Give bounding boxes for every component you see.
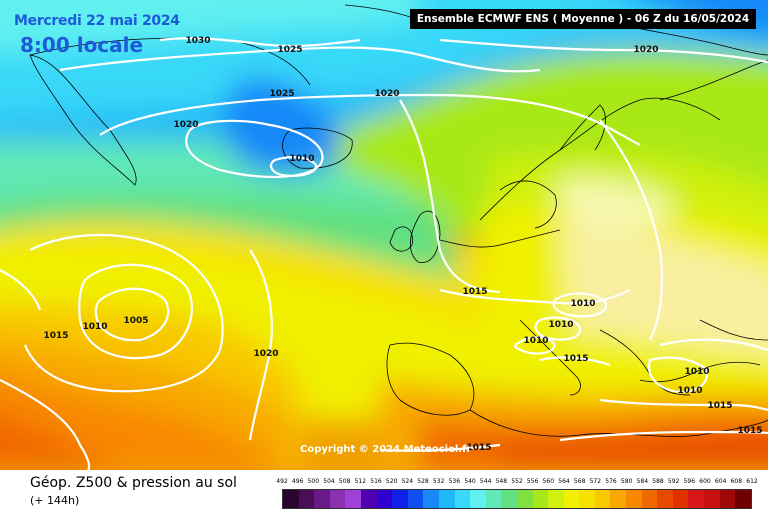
isobar-label: 1010	[570, 299, 596, 309]
scale-swatch	[501, 490, 517, 508]
isobars	[0, 37, 768, 470]
scale-swatch	[298, 490, 315, 508]
scale-swatch	[438, 490, 455, 508]
isobar-label: 1010	[289, 154, 315, 164]
isobar-label: 1010	[82, 322, 108, 332]
isobar-label: 1005	[123, 316, 149, 326]
scale-tick: 532	[432, 478, 445, 485]
scale-swatch	[594, 490, 611, 508]
isobar-label: 1020	[633, 45, 659, 55]
scale-swatches	[282, 489, 752, 509]
scale-swatch	[485, 490, 502, 508]
scale-tick: 604	[714, 478, 727, 485]
legend-subtitle: (+ 144h)	[30, 494, 80, 507]
isobar-label: 1020	[374, 89, 400, 99]
scale-tick: 580	[620, 478, 633, 485]
scale-swatch	[610, 490, 627, 508]
scale-tick: 584	[636, 478, 649, 485]
scale-swatch	[376, 490, 393, 508]
scale-tick: 612	[746, 478, 758, 485]
map-canvas	[0, 0, 768, 470]
scale-swatch	[735, 490, 751, 508]
isobar-label: 1010	[523, 336, 549, 346]
legend-title: Géop. Z500 & pression au sol	[30, 475, 237, 491]
scale-swatch	[407, 490, 424, 508]
scale-tick: 608	[730, 478, 743, 485]
scale-tick: 500	[307, 478, 320, 485]
scale-tick: 492	[276, 478, 288, 485]
isobar-label: 1025	[269, 89, 295, 99]
copyright: Copyright © 2024 Meteociel.fr	[300, 444, 472, 455]
scale-swatch	[454, 490, 471, 508]
scale-swatch	[626, 490, 642, 508]
scale-swatch	[579, 490, 595, 508]
scale-tick: 536	[448, 478, 461, 485]
scale-swatch	[563, 490, 580, 508]
scale-swatch	[704, 490, 720, 508]
scale-tick: 516	[370, 478, 382, 485]
scale-tick: 528	[417, 478, 429, 485]
model-run-header: Ensemble ECMWF ENS ( Moyenne ) - 06 Z du…	[410, 9, 756, 29]
scale-swatch	[423, 490, 439, 508]
scale-tick: 568	[573, 478, 586, 485]
scale-swatch	[345, 490, 361, 508]
scale-tick: 540	[464, 478, 476, 485]
scale-tick: 504	[323, 478, 335, 485]
isobar-label: 1020	[253, 349, 279, 359]
isobar-label: 1015	[43, 331, 69, 341]
isobar-label: 1030	[185, 36, 211, 46]
isobar-label: 1015	[466, 443, 492, 453]
weather-map: Mercredi 22 mai 2024 8:00 locale Ensembl…	[0, 0, 768, 470]
scale-swatch	[360, 490, 377, 508]
scale-swatch	[283, 490, 299, 508]
scale-swatch	[392, 490, 408, 508]
forecast-time: 8:00 locale	[20, 33, 144, 57]
isobar-label: 1010	[548, 320, 574, 330]
scale-swatch	[688, 490, 705, 508]
scale-tick: 576	[605, 478, 617, 485]
scale-tick: 572	[589, 478, 602, 485]
scale-tick: 508	[338, 478, 351, 485]
scale-swatch	[314, 490, 330, 508]
scale-tick: 524	[401, 478, 414, 485]
scale-tick: 592	[667, 478, 680, 485]
scale-tick: 564	[558, 478, 570, 485]
scale-tick: 600	[699, 478, 711, 485]
color-scale: 492 496 500 504 508 512 516 520 524 528 532 536 540 5…	[276, 478, 758, 510]
scale-tick: 560	[542, 478, 555, 485]
isobar-label: 1015	[707, 401, 733, 411]
isobar-label: 1010	[684, 367, 710, 377]
isobar-label: 1015	[737, 426, 763, 436]
isobar-label: 1015	[563, 354, 589, 364]
scale-swatch	[719, 490, 736, 508]
isobar-label: 1025	[277, 45, 303, 55]
scale-swatch	[516, 490, 533, 508]
forecast-date: Mercredi 22 mai 2024	[14, 13, 180, 29]
scale-swatch	[329, 490, 346, 508]
scale-swatch	[641, 490, 658, 508]
scale-tick: 520	[385, 478, 398, 485]
scale-swatch	[672, 490, 689, 508]
scale-tick: 512	[354, 478, 367, 485]
isobar-label: 1020	[173, 120, 199, 130]
isobar-label: 1015	[462, 287, 488, 297]
scale-tick: 588	[652, 478, 664, 485]
isobar-label: 1010	[677, 386, 703, 396]
scale-swatch	[470, 490, 486, 508]
scale-tick: 544	[479, 478, 492, 485]
geopotential-field	[0, 0, 768, 470]
scale-swatch	[657, 490, 673, 508]
scale-tick: 496	[291, 478, 304, 485]
scale-tick: 552	[511, 478, 523, 485]
scale-swatch	[532, 490, 549, 508]
scale-tick: 548	[495, 478, 508, 485]
scale-tick: 596	[683, 478, 696, 485]
legend-footer: Géop. Z500 & pression au sol (+ 144h) 49…	[0, 470, 768, 512]
scale-tick: 556	[526, 478, 539, 485]
scale-swatch	[548, 490, 564, 508]
